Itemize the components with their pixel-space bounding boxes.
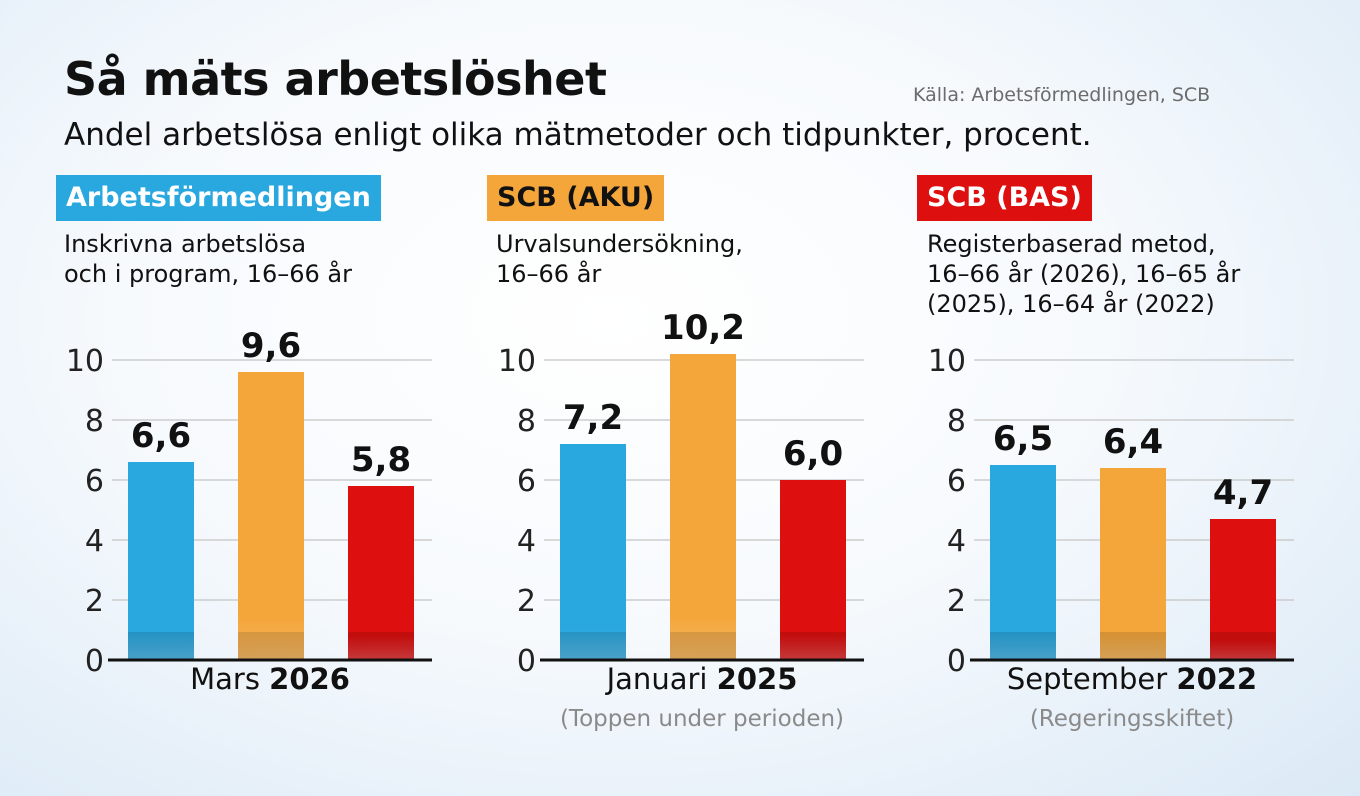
data-label: 6,6 xyxy=(131,416,191,456)
data-label: 10,2 xyxy=(661,308,745,348)
data-label: 5,8 xyxy=(351,440,411,480)
description-line: och i program, 16–66 år xyxy=(64,260,352,288)
panel-description-scb-bas: Registerbaserad metod, 16–66 år (2026), … xyxy=(927,229,1240,319)
bar xyxy=(990,465,1056,660)
y-tick-label: 6 xyxy=(85,464,104,499)
y-tick-label: 10 xyxy=(928,344,966,379)
panel-description-arbetsformedlingen: Inskrivna arbetslösa och i program, 16–6… xyxy=(64,229,352,289)
y-tick-label: 10 xyxy=(66,344,104,379)
data-label: 6,4 xyxy=(1103,422,1163,462)
y-tick-label: 0 xyxy=(85,644,104,679)
bar-base-shade xyxy=(238,632,304,660)
description-line: Urvalsundersökning, xyxy=(496,230,743,258)
y-tick-label: 8 xyxy=(85,404,104,439)
period-year: 2026 xyxy=(269,662,350,696)
badge-scb-bas: SCB (BAS) xyxy=(917,175,1092,221)
period-month: Mars xyxy=(190,662,260,696)
chart-panel: 0 2 4 6 8 10 7,2 10,2 6,0 xyxy=(498,308,864,679)
data-label: 6,0 xyxy=(783,434,843,474)
period-note: (Regeringsskiftet) xyxy=(1029,706,1235,732)
badge-arbetsformedlingen: Arbetsförmedlingen xyxy=(56,175,381,221)
bar-base-shade xyxy=(128,632,194,660)
bar xyxy=(238,372,304,660)
data-label: 9,6 xyxy=(241,326,301,366)
period-label: Mars 2026 xyxy=(120,665,420,694)
bar xyxy=(1100,468,1166,660)
bar-base-shade xyxy=(670,632,736,660)
period-label: September 2022 xyxy=(982,665,1282,694)
period-year: 2022 xyxy=(1176,662,1258,696)
y-tick-label: 0 xyxy=(947,644,966,679)
panel-description-scb-aku: Urvalsundersökning, 16–66 år xyxy=(496,229,743,289)
y-tick-label: 8 xyxy=(517,404,536,439)
period-note: (Toppen under perioden) xyxy=(559,706,845,732)
bar-base-shade xyxy=(1100,632,1166,660)
bar-base-shade xyxy=(1210,632,1276,660)
description-line: Inskrivna arbetslösa xyxy=(64,230,307,258)
bar-base-shade xyxy=(560,632,626,660)
source-note: Källa: Arbetsförmedlingen, SCB xyxy=(913,84,1211,106)
bar-base-shade xyxy=(780,632,846,660)
data-label: 4,7 xyxy=(1213,473,1273,513)
y-tick-label: 2 xyxy=(517,584,536,619)
data-label: 7,2 xyxy=(563,398,623,438)
y-tick-label: 10 xyxy=(498,344,536,379)
bar xyxy=(780,480,846,660)
bar xyxy=(348,486,414,660)
y-tick-label: 6 xyxy=(947,464,966,499)
period-label: Januari 2025 xyxy=(552,665,852,694)
period-month: Januari xyxy=(606,662,708,696)
data-label: 6,5 xyxy=(993,419,1053,459)
description-line: Registerbaserad metod, xyxy=(927,230,1216,258)
y-tick-label: 6 xyxy=(517,464,536,499)
badge-scb-aku: SCB (AKU) xyxy=(487,175,665,221)
y-tick-label: 2 xyxy=(947,584,966,619)
y-tick-label: 4 xyxy=(947,524,966,559)
bar xyxy=(1210,519,1276,660)
y-tick-label: 4 xyxy=(517,524,536,559)
description-line: 16–66 år xyxy=(496,260,602,288)
period-month: September xyxy=(1006,662,1168,696)
chart-panel: 0 2 4 6 8 10 6,6 9,6 5,8 xyxy=(66,326,432,679)
bar-base-shade xyxy=(990,632,1056,660)
bar xyxy=(560,444,626,660)
chart-subtitle: Andel arbetslösa enligt olika mätmetoder… xyxy=(64,117,1092,153)
chart-title: Så mäts arbetslöshet xyxy=(64,52,607,106)
chart-panel: 0 2 4 6 8 10 6,5 6,4 4,7 xyxy=(928,344,1294,679)
y-tick-label: 2 xyxy=(85,584,104,619)
y-tick-label: 8 xyxy=(947,404,966,439)
y-tick-label: 4 xyxy=(85,524,104,559)
period-year: 2025 xyxy=(716,662,798,696)
bar-base-shade xyxy=(348,632,414,660)
bar xyxy=(128,462,194,660)
description-line: 16–66 år (2026), 16–65 år xyxy=(927,260,1241,288)
bar xyxy=(670,354,736,660)
y-tick-label: 0 xyxy=(517,644,536,679)
description-line: (2025), 16–64 år (2022) xyxy=(927,290,1215,318)
